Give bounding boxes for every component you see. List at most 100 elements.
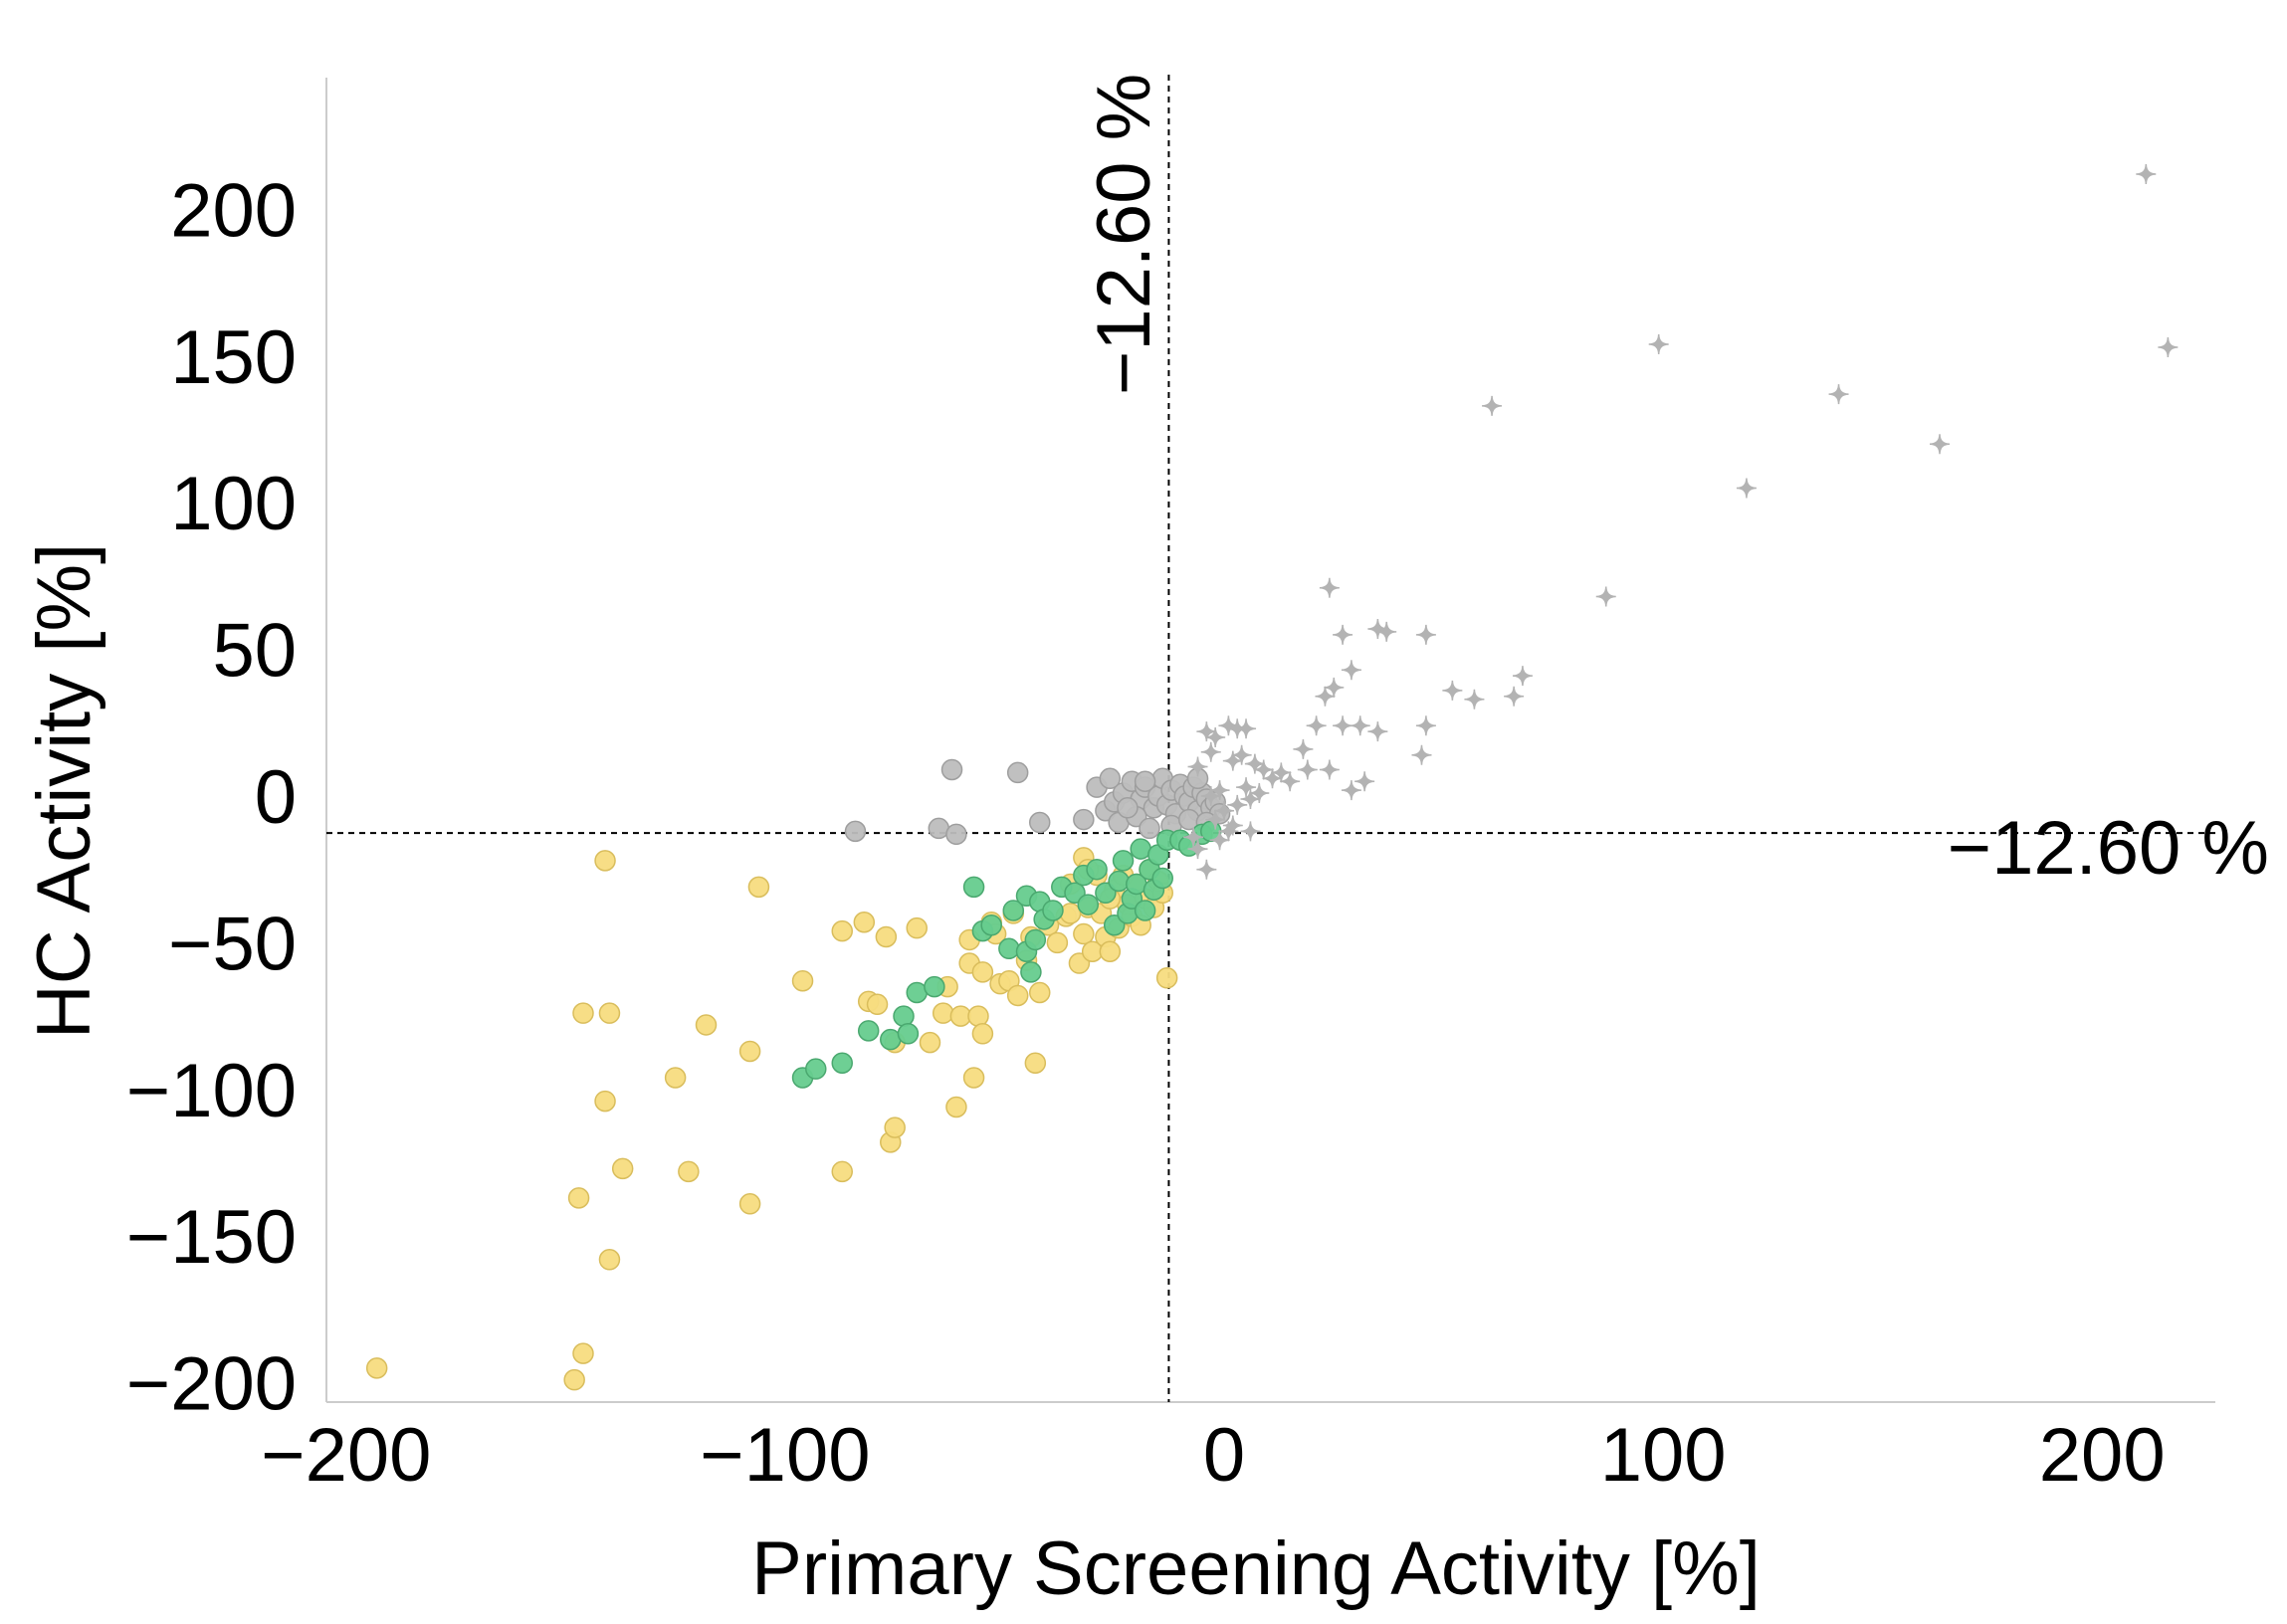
data-point-yellow — [1028, 981, 1051, 1004]
data-point-cross — [1341, 660, 1361, 681]
data-point-yellow — [932, 1002, 954, 1024]
data-point-yellow — [853, 912, 876, 933]
data-point-cross — [1828, 384, 1849, 405]
data-point-green — [1042, 900, 1064, 921]
data-point-gray — [1006, 761, 1029, 784]
data-point-cross — [1504, 686, 1525, 707]
data-point-green — [831, 1052, 853, 1075]
data-point-cross — [1464, 689, 1485, 710]
data-point-yellow — [967, 1005, 989, 1027]
data-point-green — [897, 1023, 920, 1045]
data-point-green — [857, 1020, 880, 1042]
data-point-cross — [1442, 680, 1463, 701]
x-tick-label: 200 — [2039, 1413, 2166, 1498]
data-point-yellow — [1073, 922, 1095, 945]
data-point-cross — [1218, 821, 1239, 842]
data-point-yellow — [1099, 940, 1122, 962]
data-point-yellow — [598, 1002, 621, 1024]
data-point-yellow — [611, 1157, 634, 1180]
data-point-cross — [1227, 794, 1248, 815]
data-point-cross — [1512, 666, 1533, 687]
data-point-green — [924, 975, 945, 998]
y-tick-label: 50 — [212, 609, 297, 694]
data-point-yellow — [598, 1249, 621, 1271]
data-point-cross — [1271, 762, 1292, 783]
x-tick-label: −100 — [700, 1413, 870, 1498]
data-point-yellow — [572, 1002, 594, 1024]
data-point-green — [962, 876, 985, 899]
data-point-cross — [1319, 759, 1340, 780]
data-point-yellow — [738, 1193, 761, 1215]
data-point-green — [1112, 850, 1135, 872]
data-point-green — [1002, 900, 1025, 921]
data-point-yellow — [594, 850, 616, 872]
data-point-cross — [1213, 800, 1235, 821]
data-point-yellow — [747, 876, 770, 899]
data-point-cross — [2158, 336, 2179, 357]
data-point-cross — [1297, 759, 1318, 780]
y-axis-label: HC Activity [%] — [22, 543, 106, 1039]
data-point-green — [1086, 858, 1108, 881]
data-point-yellow — [1006, 984, 1029, 1007]
data-point-cross — [1306, 715, 1327, 736]
data-point-yellow — [664, 1067, 687, 1089]
data-point-cross — [1315, 686, 1336, 707]
data-point-yellow — [962, 1067, 985, 1089]
data-point-yellow — [831, 1160, 853, 1183]
data-point-cross — [1240, 821, 1261, 842]
data-point-cross — [1350, 715, 1370, 736]
data-point-yellow — [919, 1031, 941, 1054]
data-point-cross — [1183, 827, 1204, 848]
data-point-yellow — [572, 1342, 594, 1364]
data-point-gray — [1073, 808, 1095, 831]
data-point-cross — [1415, 715, 1436, 736]
data-points — [365, 163, 2179, 1391]
data-point-green — [980, 914, 1002, 936]
data-point-cross — [1736, 478, 1757, 499]
data-point-yellow — [738, 1040, 761, 1063]
data-point-cross — [1333, 715, 1353, 736]
data-point-yellow — [695, 1014, 718, 1036]
data-point-cross — [1929, 434, 1951, 455]
data-point-yellow — [1046, 931, 1069, 954]
data-point-yellow — [567, 1187, 590, 1209]
data-point-green — [1108, 870, 1130, 893]
x-tick-label: 0 — [1203, 1413, 1245, 1498]
data-point-cross — [1367, 721, 1388, 742]
vertical-threshold-label: −12.60 % — [1082, 74, 1166, 395]
data-point-cross — [1200, 741, 1221, 762]
y-tick-label: 200 — [170, 168, 297, 253]
data-point-yellow — [563, 1368, 585, 1391]
data-point-yellow — [945, 1096, 967, 1118]
data-point-cross — [1482, 395, 1503, 416]
y-tick-label: 100 — [170, 462, 297, 546]
data-point-gray — [1117, 797, 1139, 819]
data-point-yellow — [884, 1116, 906, 1138]
data-point-gray — [1134, 770, 1156, 793]
data-point-yellow — [866, 993, 889, 1016]
data-point-cross — [1354, 771, 1375, 792]
x-axis-label: Primary Screening Activity [%] — [751, 1526, 1761, 1611]
data-point-yellow — [678, 1160, 700, 1183]
y-tick-label: 150 — [170, 315, 297, 400]
data-point-yellow — [1155, 967, 1178, 989]
data-point-gray — [1099, 767, 1122, 790]
data-point-green — [1151, 867, 1173, 890]
data-point-cross — [1236, 718, 1257, 739]
data-point-cross — [1187, 756, 1208, 777]
data-point-cross — [1293, 738, 1314, 759]
data-point-yellow — [906, 916, 928, 939]
y-tick-label: −150 — [126, 1195, 297, 1280]
threshold-lines — [326, 75, 2215, 1402]
data-point-green — [805, 1058, 827, 1080]
data-point-gray — [945, 823, 967, 846]
data-point-gray — [1139, 817, 1160, 840]
data-point-green — [1020, 961, 1042, 983]
axes — [325, 78, 2215, 1403]
data-point-cross — [1411, 744, 1432, 765]
data-point-yellow — [594, 1090, 616, 1113]
y-tick-label: 0 — [255, 755, 297, 840]
tick-labels: −200 −100 0 100 200 −200 −150 −100 −50 0 50 100 150 2… — [126, 168, 2166, 1498]
data-point-green — [1134, 900, 1156, 921]
